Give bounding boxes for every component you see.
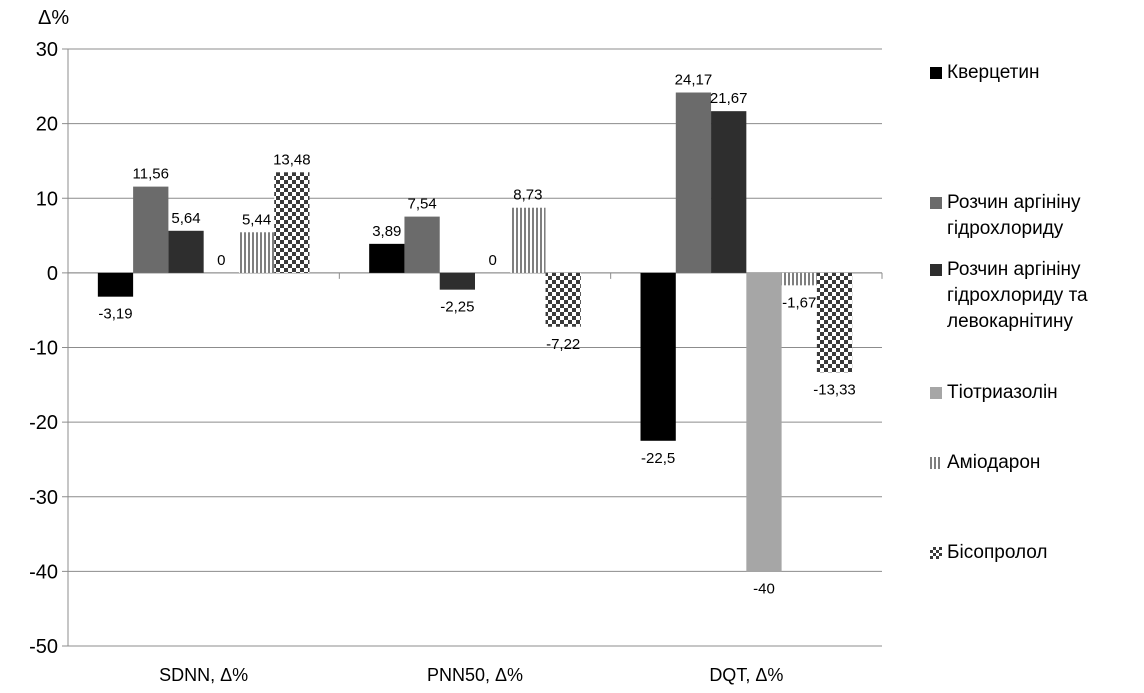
- data-label: -40: [753, 580, 775, 597]
- bar: [404, 216, 440, 273]
- legend-label: Аміодарон: [947, 452, 1041, 473]
- x-category-label: DQT, Δ%: [709, 665, 783, 685]
- legend-item: Розчин аргініну гідрохлориду та левокарн…: [930, 257, 1137, 335]
- legend-swatch: [930, 547, 942, 559]
- data-label: 8,73: [513, 187, 542, 204]
- legend-swatch: [930, 387, 942, 399]
- data-label: 5,44: [242, 211, 271, 228]
- data-label: 24,17: [675, 72, 713, 89]
- x-category-label: PNN50, Δ%: [427, 665, 523, 685]
- bar: [97, 272, 134, 297]
- bar: [675, 92, 712, 273]
- axes: 30 20 10 0 -10 -20 -30 -40 -50 SDNN, Δ% PNN50, Δ% D…: [29, 39, 883, 685]
- bar: [816, 272, 853, 373]
- legend-item: Розчин аргініну гідрохлориду: [930, 190, 1137, 242]
- y-tick-label: -30: [29, 487, 58, 509]
- data-label: 11,56: [133, 166, 169, 183]
- y-tick-label: -20: [29, 412, 58, 434]
- y-tick-label: -40: [29, 561, 58, 583]
- y-tick-label: 20: [36, 114, 58, 136]
- data-label: 3,89: [372, 223, 401, 240]
- legend-swatch: [930, 67, 942, 79]
- data-label: -13,33: [813, 381, 856, 398]
- y-tick-label: 30: [36, 39, 58, 61]
- bar: [640, 272, 676, 441]
- legend-item: Бісопролол: [930, 540, 1137, 566]
- legend-label: Тіотриазолін: [947, 382, 1058, 403]
- y-tick-label: 0: [47, 263, 58, 285]
- data-label: -22,5: [641, 450, 675, 467]
- y-axis-unit-label: Δ%: [38, 7, 69, 29]
- bars: [97, 92, 853, 572]
- legend-swatch: [930, 264, 942, 276]
- bar: [746, 272, 782, 572]
- bar: [510, 207, 546, 273]
- x-category-label: SDNN, Δ%: [159, 665, 248, 685]
- bar: [369, 243, 405, 273]
- data-labels: -3,19 3,89 -22,5 11,56 7,54 24,17 5,64 -2,25 21,…: [98, 72, 855, 598]
- data-label: 21,67: [710, 90, 748, 107]
- data-label: 0: [217, 252, 225, 269]
- bar: [545, 272, 581, 327]
- data-label: 7,54: [407, 196, 436, 213]
- legend-label: Бісопролол: [947, 542, 1048, 563]
- bar: [274, 172, 310, 273]
- y-tick-label: -10: [29, 338, 58, 360]
- legend-item: Аміодарон: [930, 450, 1137, 476]
- bar: [238, 232, 275, 273]
- legend-swatch: [930, 197, 942, 209]
- legend-label: Кверцетин: [947, 62, 1040, 83]
- bar: [711, 111, 747, 273]
- y-tick-label: 10: [36, 188, 58, 210]
- data-label: 0: [488, 252, 496, 269]
- data-label: -1,67: [782, 294, 816, 311]
- legend-swatch: [930, 457, 942, 469]
- bar: [781, 272, 817, 286]
- bar: [133, 186, 169, 273]
- data-label: -2,25: [440, 299, 474, 316]
- data-label: -7,22: [546, 336, 580, 353]
- bar: [168, 230, 204, 273]
- y-tick-label: -50: [29, 636, 58, 658]
- data-label: -3,19: [98, 306, 132, 323]
- legend-label: Розчин аргініну гідрохлориду та левокарн…: [947, 259, 1088, 332]
- legend-label: Розчин аргініну гідрохлориду: [947, 192, 1081, 239]
- data-label: 5,64: [171, 210, 200, 227]
- bar: [439, 272, 475, 290]
- data-label: 13,48: [273, 151, 311, 168]
- legend-item: Тіотриазолін: [930, 380, 1137, 406]
- legend-item: Кверцетин: [930, 60, 1137, 86]
